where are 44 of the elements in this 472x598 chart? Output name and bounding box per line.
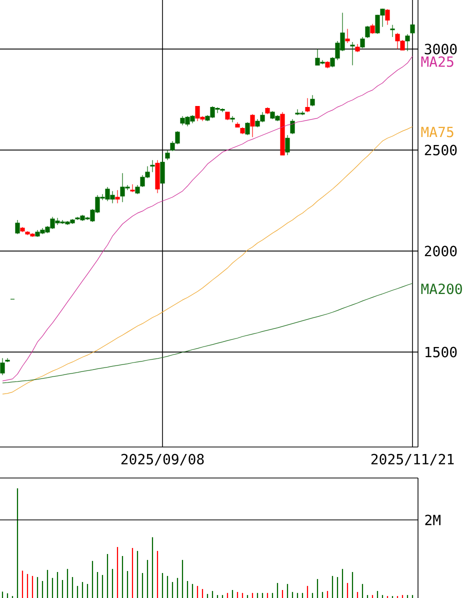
y-tick-label: 3000 — [424, 44, 457, 54]
x-tick-label: 2025/09/08 — [121, 454, 204, 466]
candlestick — [285, 134, 290, 156]
candlestick — [305, 98, 310, 112]
candlestick — [250, 114, 255, 138]
candlestick — [230, 116, 235, 122]
candlestick — [225, 112, 230, 120]
y-tick-label: 2500 — [424, 144, 457, 156]
candlestick — [0, 358, 5, 376]
candlestick — [15, 220, 20, 234]
candlestick — [235, 122, 240, 128]
candlestick — [390, 24, 395, 38]
candlestick — [310, 94, 315, 107]
candlestick — [410, 24, 415, 36]
candlestick — [165, 150, 170, 160]
candlestick — [240, 126, 245, 134]
candlestick — [130, 184, 135, 192]
candlestick — [150, 160, 155, 172]
candlestick — [115, 190, 120, 204]
candlestick — [265, 106, 270, 114]
candlestick — [365, 26, 370, 38]
series-label: MA75 — [421, 126, 454, 138]
candlestick — [355, 44, 360, 52]
candlestick — [350, 42, 355, 66]
series-label: MA25 — [421, 56, 454, 67]
candlestick — [385, 8, 390, 26]
candlestick — [20, 226, 25, 232]
candlestick — [370, 24, 375, 34]
candlestick — [155, 160, 160, 194]
ref-line-label: 2M — [425, 514, 440, 526]
candlestick — [160, 154, 165, 184]
candlestick — [135, 184, 140, 194]
y-tick-label: 1500 — [426, 346, 457, 358]
series-label: MA200 — [421, 284, 462, 294]
candlestick — [345, 28, 350, 44]
candlestick — [325, 60, 330, 69]
candlestick — [290, 118, 295, 134]
y-tick-label: 2000 — [424, 246, 457, 256]
x-tick-label: 2025/11/21 — [371, 454, 454, 466]
candlestick — [360, 36, 365, 48]
candlestick — [280, 112, 285, 156]
candlestick — [405, 34, 410, 52]
candlestick — [245, 122, 250, 136]
candlestick — [5, 358, 10, 362]
